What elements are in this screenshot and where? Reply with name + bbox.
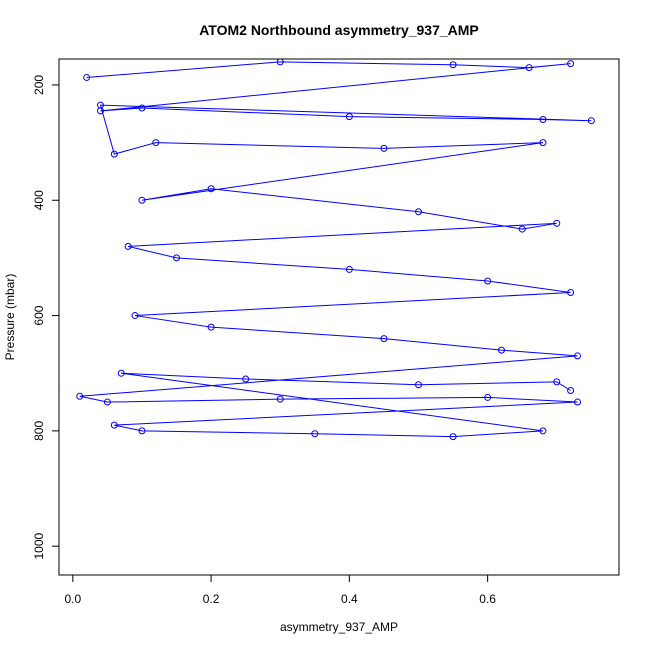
x-axis-label: asymmetry_937_AMP bbox=[280, 620, 398, 634]
data-point bbox=[553, 378, 561, 386]
data-point bbox=[207, 185, 215, 193]
y-tick-label: 400 bbox=[32, 190, 46, 210]
data-point bbox=[415, 208, 423, 216]
data-point bbox=[117, 369, 125, 377]
data-point bbox=[525, 64, 533, 72]
x-tick-label: 0.0 bbox=[64, 592, 81, 606]
data-point bbox=[138, 196, 146, 204]
data-point bbox=[518, 225, 526, 233]
data-point bbox=[415, 381, 423, 389]
data-point bbox=[103, 398, 111, 406]
y-tick-label: 200 bbox=[32, 75, 46, 95]
data-point bbox=[311, 430, 319, 438]
y-tick-label: 600 bbox=[32, 305, 46, 325]
data-point bbox=[574, 398, 582, 406]
data-point bbox=[553, 219, 561, 227]
data-point bbox=[484, 393, 492, 401]
y-axis: 200 400 600 800 1000 bbox=[32, 75, 60, 560]
data-point bbox=[587, 117, 595, 125]
data-point bbox=[539, 427, 547, 435]
x-tick-label: 0.6 bbox=[479, 592, 496, 606]
data-point bbox=[276, 59, 284, 66]
series-line bbox=[79, 61, 592, 438]
data-point bbox=[567, 387, 575, 395]
data-point bbox=[497, 346, 505, 354]
data-point bbox=[449, 61, 457, 69]
plot-area bbox=[76, 59, 595, 441]
data-point bbox=[124, 242, 132, 250]
data-point bbox=[574, 352, 582, 360]
data-point bbox=[76, 392, 84, 400]
chart-title: ATOM2 Northbound asymmetry_937_AMP bbox=[199, 22, 479, 38]
x-tick-label: 0.2 bbox=[203, 592, 220, 606]
data-point bbox=[567, 288, 575, 296]
y-tick-label: 1000 bbox=[32, 533, 46, 560]
data-point bbox=[539, 116, 547, 124]
data-point bbox=[96, 101, 104, 109]
data-point bbox=[152, 139, 160, 147]
data-point bbox=[138, 427, 146, 435]
x-axis: 0.0 0.2 0.4 0.6 bbox=[64, 574, 496, 606]
data-point bbox=[345, 265, 353, 273]
data-point bbox=[380, 144, 388, 152]
y-axis-label: Pressure (mbar) bbox=[3, 274, 17, 361]
data-point bbox=[567, 60, 575, 68]
data-point bbox=[345, 113, 353, 121]
data-point bbox=[83, 73, 91, 81]
data-point bbox=[207, 323, 215, 331]
data-point bbox=[539, 139, 547, 147]
data-point bbox=[110, 421, 118, 429]
data-point bbox=[449, 433, 457, 441]
data-point bbox=[138, 104, 146, 112]
data-point bbox=[380, 335, 388, 343]
x-tick-label: 0.4 bbox=[341, 592, 358, 606]
data-point bbox=[276, 395, 284, 403]
y-tick-label: 800 bbox=[32, 421, 46, 441]
data-point bbox=[173, 254, 181, 262]
data-point bbox=[484, 277, 492, 285]
data-point bbox=[110, 150, 118, 158]
data-point bbox=[242, 375, 250, 383]
data-point bbox=[131, 312, 139, 320]
